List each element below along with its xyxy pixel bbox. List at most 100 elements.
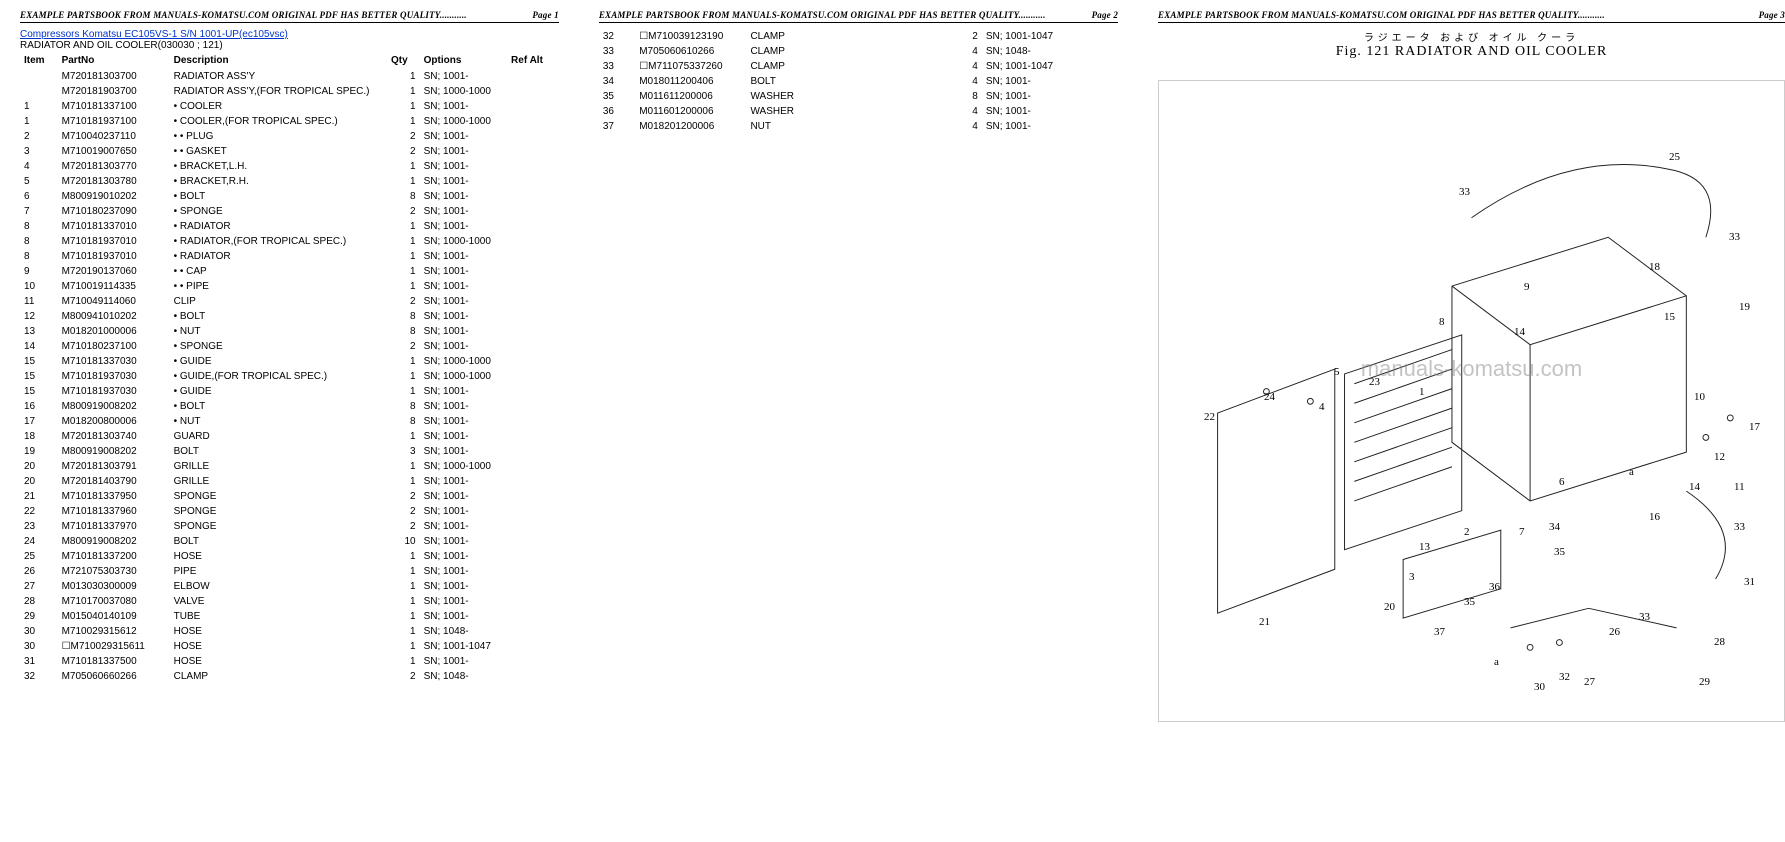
- callout-14: 14: [1689, 481, 1700, 493]
- page-3: EXAMPLE PARTSBOOK FROM MANUALS-KOMATSU.C…: [1148, 10, 1785, 722]
- cell: 37: [599, 119, 635, 134]
- cell: SN; 1000-1000: [420, 114, 507, 129]
- cell: • BOLT: [170, 309, 387, 324]
- cell: M710180237100: [58, 339, 170, 354]
- th-qty: Qty: [387, 53, 420, 69]
- cell: [507, 339, 559, 354]
- callout-12: 12: [1714, 451, 1725, 463]
- cell: SN; 1000-1000: [420, 354, 507, 369]
- table-row: 3M710019007650• • GASKET2SN; 1001-: [20, 144, 559, 159]
- table-row: 7M710180237090• SPONGE2SN; 1001-: [20, 204, 559, 219]
- cell: 14: [20, 339, 58, 354]
- cell: HOSE: [170, 549, 387, 564]
- table-row: 32M705060660266CLAMP2SN; 1048-: [20, 669, 559, 684]
- cell: ☐M710029315611: [58, 639, 170, 654]
- table-row: 15M710181337030• GUIDE1SN; 1000-1000: [20, 354, 559, 369]
- cell: SN; 1001-: [420, 144, 507, 159]
- cell: 18: [20, 429, 58, 444]
- cell: • SPONGE: [170, 204, 387, 219]
- cell: [507, 459, 559, 474]
- callout-20: 20: [1384, 601, 1395, 613]
- page-header-3: EXAMPLE PARTSBOOK FROM MANUALS-KOMATSU.C…: [1158, 10, 1785, 23]
- cell: • • PLUG: [170, 129, 387, 144]
- cell: WASHER: [746, 104, 950, 119]
- cell: 1: [387, 579, 420, 594]
- cell: M800919008202: [58, 444, 170, 459]
- th-options: Options: [420, 53, 507, 69]
- cell: M710181337950: [58, 489, 170, 504]
- table-row: 12M800941010202• BOLT8SN; 1001-: [20, 309, 559, 324]
- cell: 36: [599, 104, 635, 119]
- cell: SN; 1001-: [420, 654, 507, 669]
- table-row: 2M710040237110• • PLUG2SN; 1001-: [20, 129, 559, 144]
- cell: CLAMP: [746, 29, 950, 44]
- cell: [507, 84, 559, 99]
- cell: [507, 399, 559, 414]
- header-text: EXAMPLE PARTSBOOK FROM MANUALS-KOMATSU.C…: [20, 10, 467, 20]
- cell: SN; 1001-: [420, 444, 507, 459]
- cell: SN; 1048-: [420, 624, 507, 639]
- cell: [507, 219, 559, 234]
- cell: 1: [387, 384, 420, 399]
- callout-33: 33: [1459, 186, 1470, 198]
- cell: 1: [387, 609, 420, 624]
- cell: [1069, 89, 1118, 104]
- cell: M011601200006: [635, 104, 746, 119]
- page-1: EXAMPLE PARTSBOOK FROM MANUALS-KOMATSU.C…: [10, 10, 569, 722]
- cell: [507, 534, 559, 549]
- page-number: Page 3: [1759, 10, 1785, 20]
- table-row: 5M720181303780• BRACKET,R.H.1SN; 1001-: [20, 174, 559, 189]
- cell: SN; 1001-: [982, 89, 1069, 104]
- cell: SN; 1000-1000: [420, 234, 507, 249]
- cell: 1: [387, 219, 420, 234]
- th-refalt: Ref Alt: [507, 53, 559, 69]
- table-row: 30M710029315612HOSE1SN; 1048-: [20, 624, 559, 639]
- cell: M013030300009: [58, 579, 170, 594]
- cell: [1069, 29, 1118, 44]
- cell: [507, 369, 559, 384]
- cell: [507, 324, 559, 339]
- cell: SN; 1001-: [420, 189, 507, 204]
- cell: 5: [20, 174, 58, 189]
- cell: [507, 504, 559, 519]
- cell: 2: [387, 129, 420, 144]
- callout-30: 30: [1534, 681, 1545, 693]
- table-row: 1M710181337100• COOLER1SN; 1001-: [20, 99, 559, 114]
- cell: M800919008202: [58, 399, 170, 414]
- callout-5: 5: [1334, 366, 1340, 378]
- cell: [507, 519, 559, 534]
- callout-a: a: [1494, 656, 1499, 668]
- cell: [507, 174, 559, 189]
- cell: SN; 1001-: [420, 129, 507, 144]
- model-link[interactable]: Compressors Komatsu EC105VS-1 S/N 1001-U…: [20, 29, 559, 40]
- callout-15: 15: [1664, 311, 1675, 323]
- callout-33: 33: [1639, 611, 1650, 623]
- cell: [507, 159, 559, 174]
- cell: [507, 354, 559, 369]
- callout-2: 2: [1464, 526, 1470, 538]
- cell: SN; 1001-: [420, 579, 507, 594]
- cell: SN; 1001-: [420, 249, 507, 264]
- cell: [507, 249, 559, 264]
- cell: SN; 1001-: [420, 384, 507, 399]
- table-row: 33☐M711075337260CLAMP4SN; 1001-1047: [599, 59, 1118, 74]
- cell: [507, 234, 559, 249]
- callout-8: 8: [1439, 316, 1445, 328]
- cell: 1: [387, 549, 420, 564]
- cell: M710181337970: [58, 519, 170, 534]
- cell: 1: [387, 69, 420, 85]
- page-number: Page 1: [532, 10, 558, 20]
- cell: SN; 1001-: [982, 74, 1069, 89]
- cell: 30: [20, 624, 58, 639]
- cell: 1: [387, 594, 420, 609]
- figure-title-jp: ラジエータ および オイル クーラ: [1158, 29, 1785, 44]
- cell: 26: [20, 564, 58, 579]
- cell: BOLT: [170, 444, 387, 459]
- table-row: 32☐M710039123190CLAMP2SN; 1001-1047: [599, 29, 1118, 44]
- table-row: 15M710181937030• GUIDE,(FOR TROPICAL SPE…: [20, 369, 559, 384]
- cell: SN; 1001-: [420, 219, 507, 234]
- cell: [507, 264, 559, 279]
- cell: 21: [20, 489, 58, 504]
- cell: SN; 1001-: [420, 594, 507, 609]
- cell: [507, 189, 559, 204]
